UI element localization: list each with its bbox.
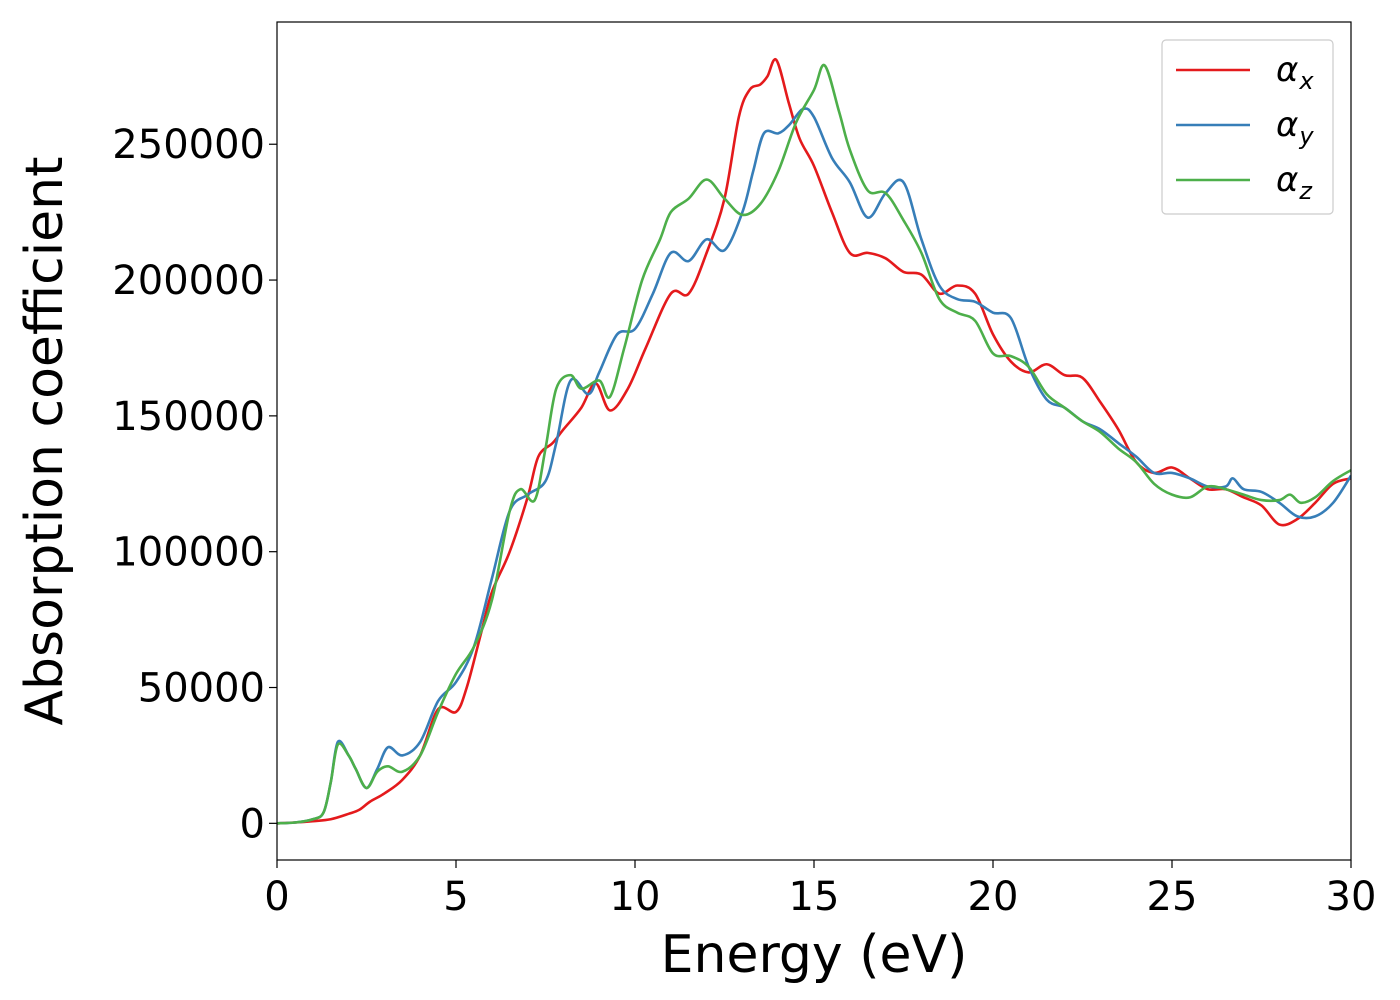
x-tick-label: 5 <box>443 874 468 920</box>
y-tick-label: 50000 <box>138 666 265 712</box>
x-tick-label: 20 <box>968 874 1019 920</box>
x-tick-label: 0 <box>264 874 289 920</box>
x-axis: 0 5 10 15 20 25 30 <box>264 860 1376 920</box>
y-tick-label: 100000 <box>112 530 265 576</box>
x-axis-label: Energy (eV) <box>661 925 968 985</box>
series-layer <box>277 57 1351 825</box>
x-tick-label: 10 <box>610 874 661 920</box>
y-axis: 0 50000 100000 150000 200000 250000 <box>112 122 277 847</box>
x-tick-label: 15 <box>789 874 840 920</box>
y-tick-label: 200000 <box>112 258 265 304</box>
series-line-z <box>277 63 1351 825</box>
x-tick-label: 30 <box>1326 874 1377 920</box>
series-line-y <box>277 107 1351 825</box>
y-tick-label: 250000 <box>112 122 265 168</box>
y-tick-label: 150000 <box>112 394 265 440</box>
x-tick-label: 25 <box>1147 874 1198 920</box>
legend-frame <box>1161 39 1334 215</box>
y-axis-label: Absorption coefficient <box>15 156 75 725</box>
y-tick-label: 0 <box>240 801 265 847</box>
